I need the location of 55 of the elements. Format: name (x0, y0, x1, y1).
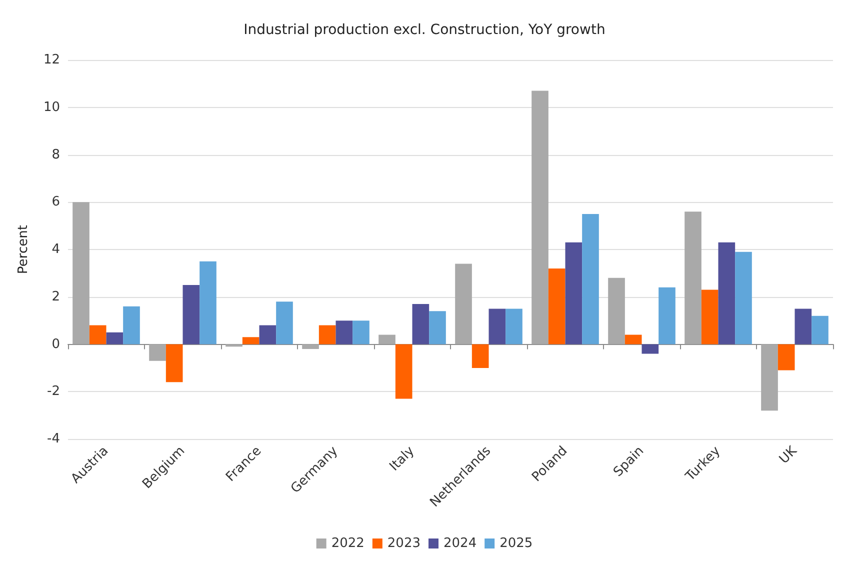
bar (336, 320, 353, 344)
bar (149, 344, 166, 361)
legend-label: 2024 (444, 536, 477, 551)
y-tick-label: 4 (52, 242, 60, 257)
bar (302, 344, 319, 349)
legend-label: 2022 (331, 536, 364, 551)
bar (200, 261, 216, 344)
y-tick-label: -2 (47, 384, 60, 400)
bar (735, 252, 752, 344)
y-tick-label: -4 (47, 432, 60, 446)
bar (794, 308, 812, 344)
bar (72, 202, 90, 344)
y-tick-label: 10 (43, 100, 60, 115)
legend-label: 2023 (387, 536, 421, 551)
legend-label: 2025 (500, 536, 533, 551)
bar (778, 344, 795, 370)
bar (395, 344, 412, 399)
bar (658, 287, 676, 344)
y-tick-label: 2 (52, 289, 60, 304)
bar (701, 290, 718, 344)
bar (761, 344, 778, 411)
bar (352, 320, 370, 344)
bar (182, 285, 200, 344)
y-axis-title: Percent (16, 225, 31, 274)
bar (642, 344, 659, 354)
bar (89, 325, 106, 344)
bar (488, 308, 506, 344)
bar (608, 278, 625, 344)
bar (565, 242, 582, 344)
bar (472, 344, 489, 368)
chart-title: Industrial production excl. Construction, YoY growth (244, 22, 606, 38)
bar (318, 325, 336, 344)
y-tick-label: 0 (52, 336, 60, 352)
bar (548, 268, 566, 344)
bar (532, 90, 548, 344)
x-tick-label: UK (776, 443, 800, 468)
bar (378, 334, 396, 344)
bar (684, 212, 702, 344)
bar (242, 337, 260, 344)
bar (582, 214, 599, 344)
bar (412, 304, 430, 344)
y-tick-label: 12 (43, 52, 60, 68)
bar (624, 334, 642, 344)
y-tick-label: 8 (52, 147, 60, 162)
bar (506, 308, 522, 344)
bar (812, 316, 828, 344)
bar (106, 332, 124, 344)
bar (429, 311, 446, 344)
bar (276, 302, 293, 344)
bar (455, 264, 472, 344)
bar (718, 242, 736, 344)
bar (166, 344, 183, 382)
bar (123, 306, 140, 344)
bar (259, 325, 276, 344)
y-tick-label: 6 (52, 194, 60, 210)
